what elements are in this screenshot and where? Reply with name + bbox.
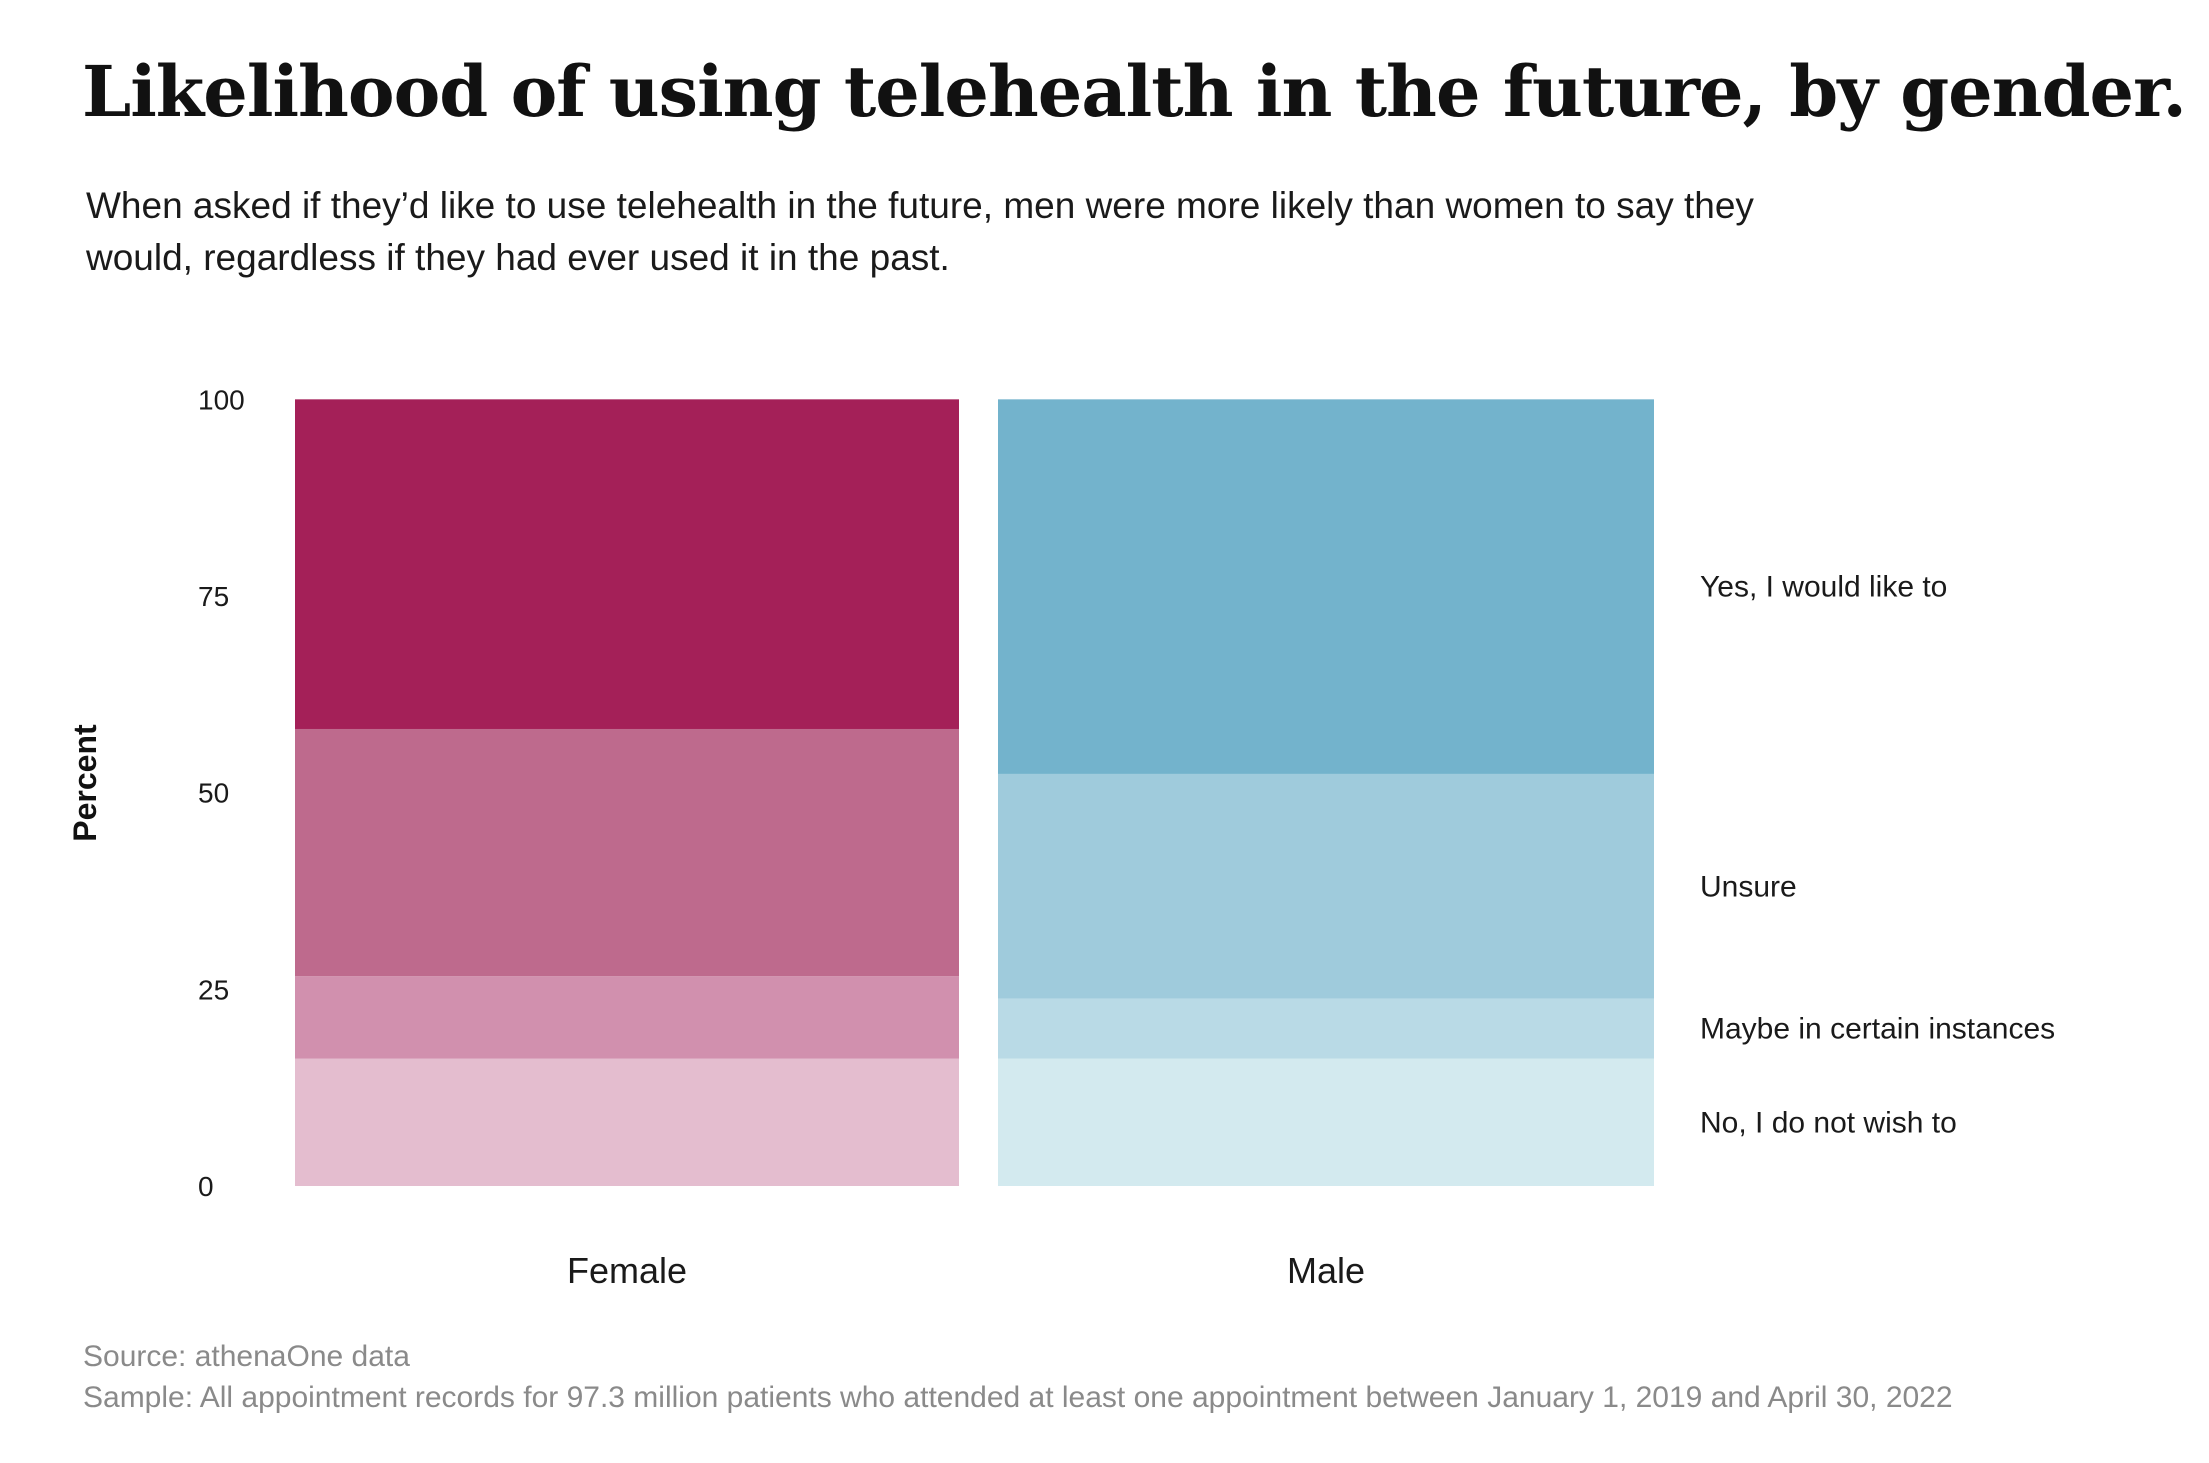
y-tick-label: 25 [198,974,229,1005]
legend-label: Unsure [1700,870,1797,903]
legend-label: No, I do not wish to [1700,1106,1957,1139]
bar-segment: Male — No, I do not wish to: 17 [998,1058,1654,1186]
chart-title: Likelihood of using telehealth in the fu… [82,50,2187,133]
source-note: Source: athenaOne data [83,1340,410,1373]
sample-note: Sample: All appointment records for 97.3… [83,1381,1953,1414]
bar-segment: Male — Unsure: 30 [998,773,1654,999]
bar-segment: Female — Maybe in certain instances: 11 [295,976,959,1059]
chart-subtitle: When asked if they’d like to use telehea… [86,185,1754,278]
bar-segment: Male — Yes, I would like to: 50 [998,399,1654,774]
bar-segment: Female — Yes, I would like to: 44 [295,399,959,729]
legend-label: Yes, I would like to [1700,571,1947,604]
y-tick-label: 50 [198,778,229,809]
bar-segment: Male — Maybe in certain instances: 8 [998,998,1654,1059]
legend-label: Maybe in certain instances [1700,1013,2055,1046]
y-axis-label: Percent [67,724,103,842]
y-tick-label: 75 [198,581,229,612]
y-tick-label: 0 [198,1171,214,1202]
y-tick-label: 100 [198,384,245,415]
x-category-label: Male [1287,1250,1365,1291]
bar-segment: Female — No, I do not wish to: 17 [295,1058,959,1186]
x-category-label: Female [567,1250,687,1291]
bar-segment: Female — Unsure: 33 [295,728,959,977]
